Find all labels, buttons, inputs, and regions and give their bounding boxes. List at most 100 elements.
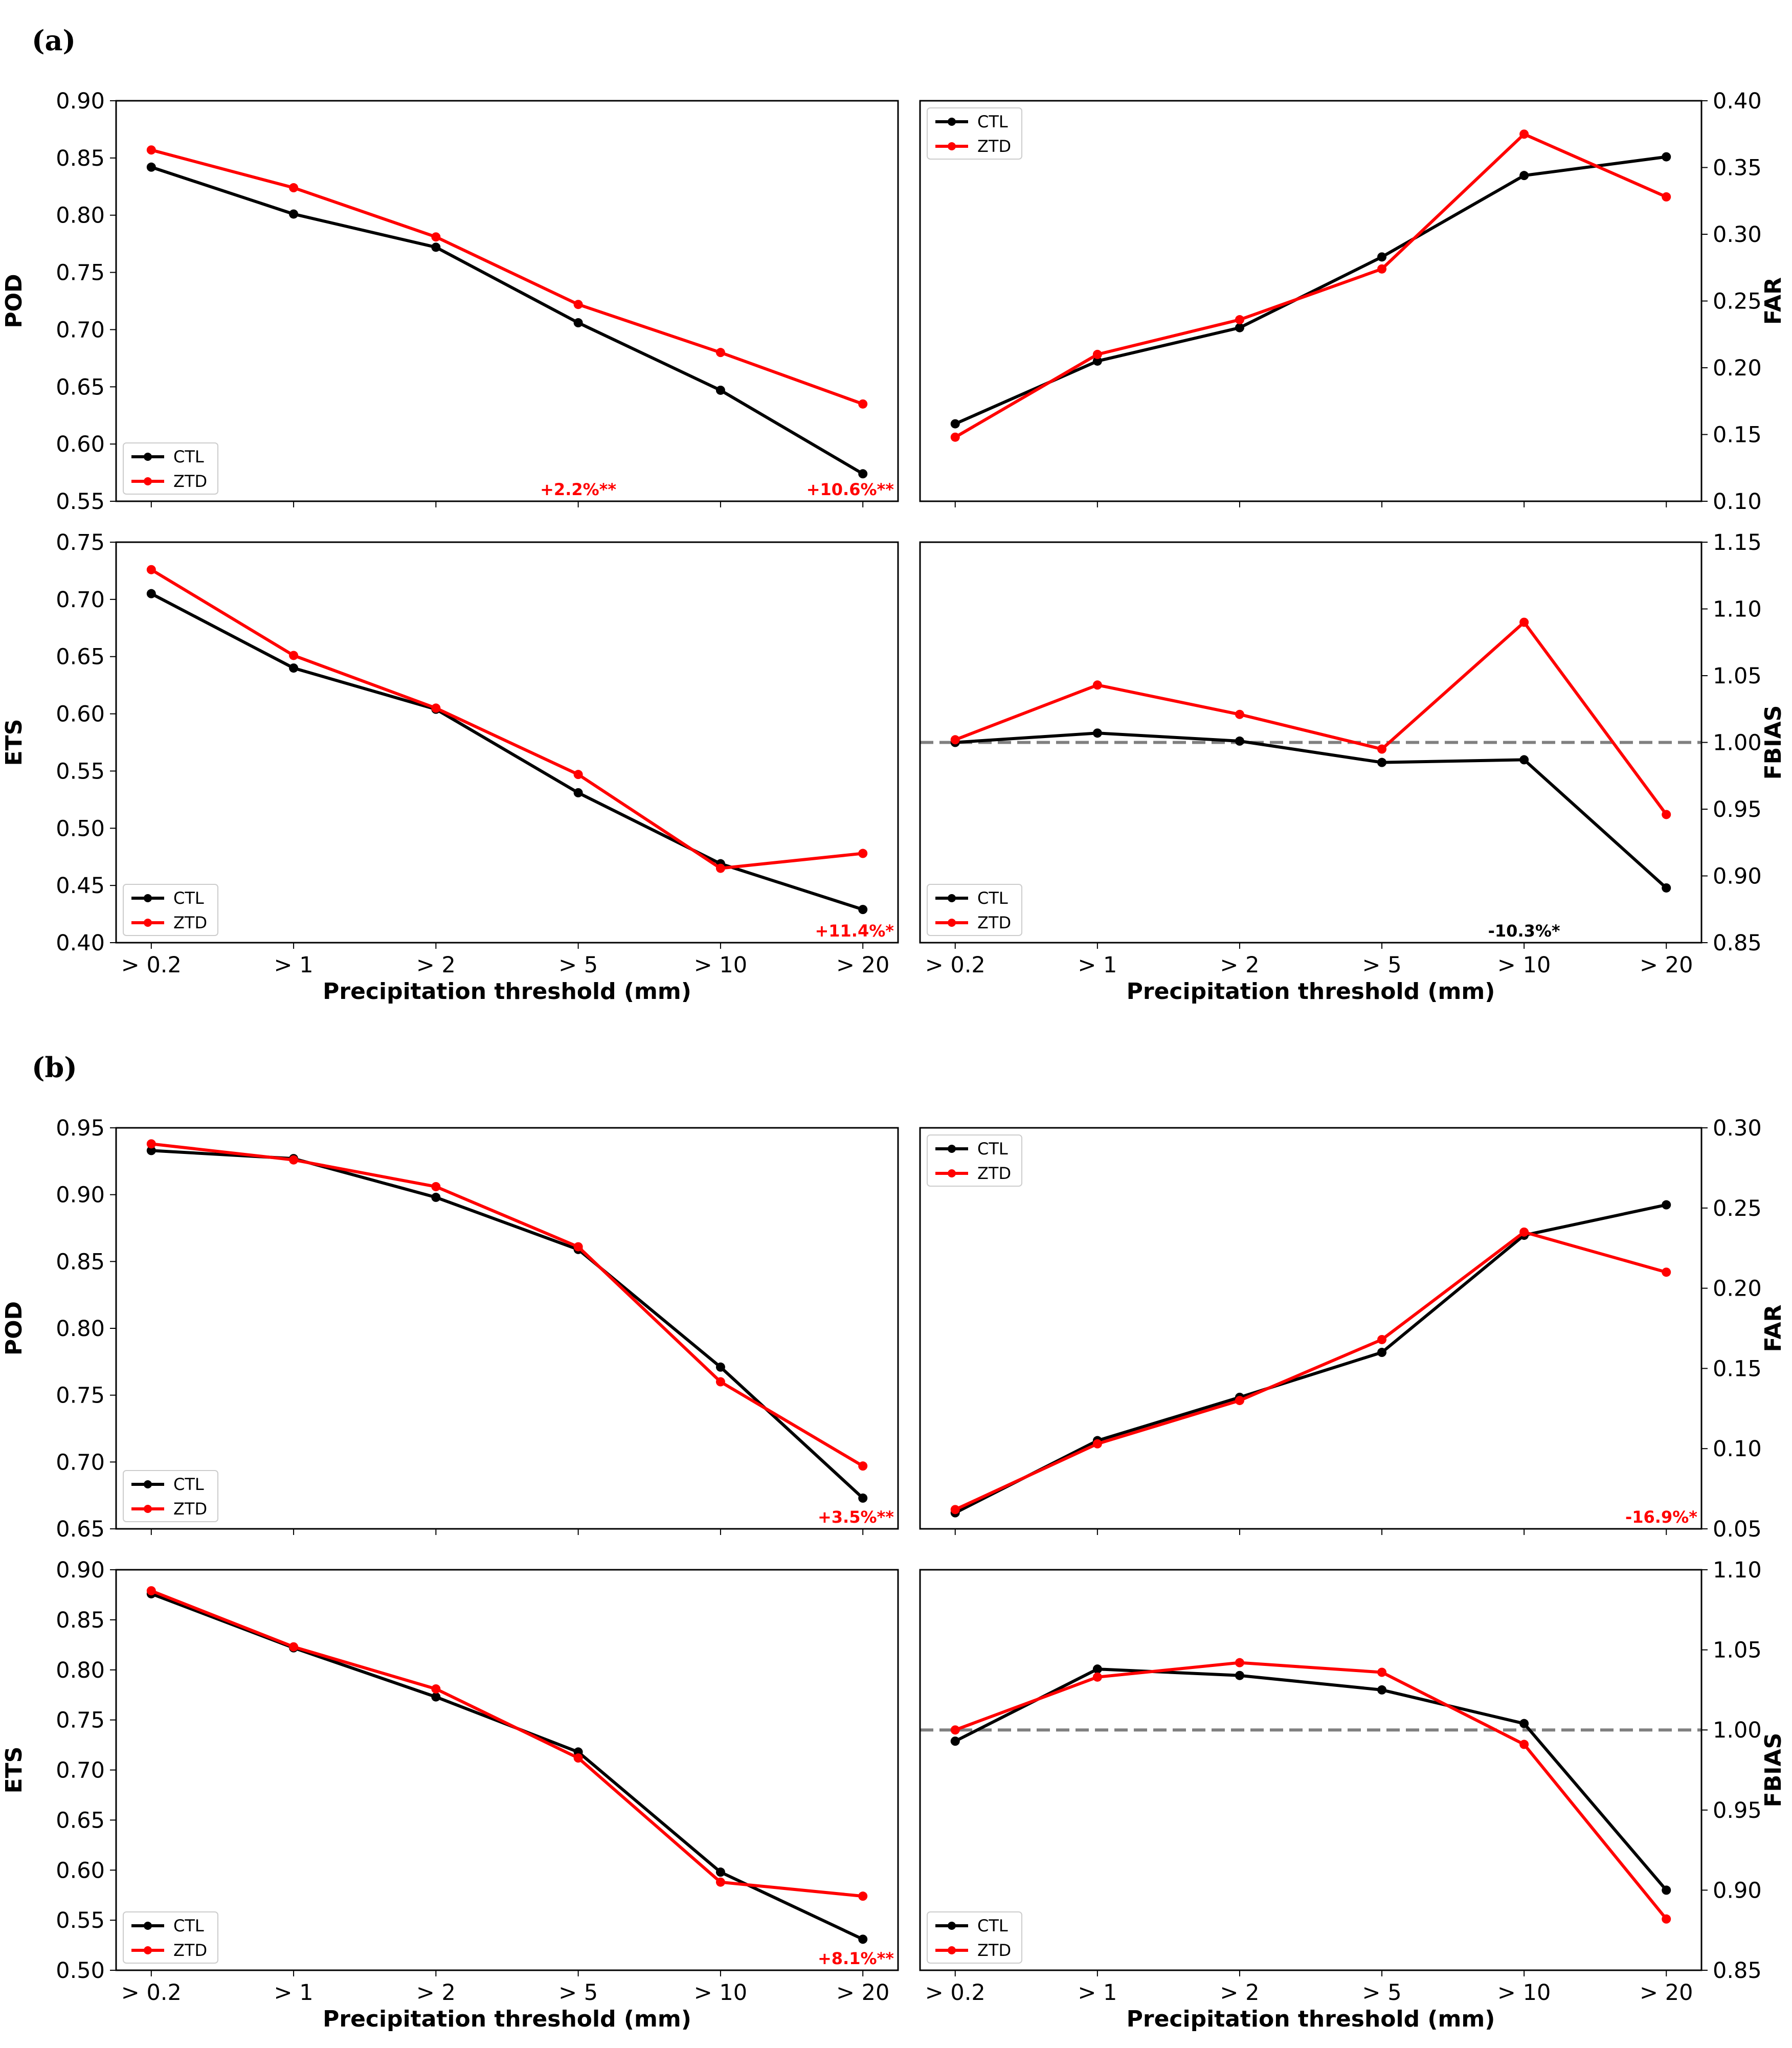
y-tick-label: 0.75: [56, 1708, 105, 1733]
data-point-ctl: [1235, 1671, 1244, 1680]
data-point-ctl: [1235, 736, 1244, 746]
series-line-ztd: [151, 1142, 864, 1467]
y-tick-label: 0.10: [1713, 1436, 1762, 1462]
y-tick-label: 0.70: [56, 587, 105, 613]
legend: CTL ZTD: [927, 1134, 1022, 1187]
legend-marker-ctl: [948, 1145, 956, 1153]
x-tick-label: > 5: [558, 1980, 598, 2006]
legend-marker-ctl: [144, 1922, 152, 1930]
y-axis-label: POD: [1, 274, 27, 328]
data-point-ztd: [715, 348, 725, 358]
series-line-ctl: [150, 592, 864, 911]
x-tick-label: > 5: [558, 952, 598, 978]
data-point-ztd: [289, 1155, 299, 1165]
series-line-ctl: [954, 1203, 1667, 1515]
chart-b-far: 0.05 0.10 0.15 0.20 0.25 0.30 FAR -16.9%* CTL ZTD: [919, 1116, 1786, 1542]
data-point-ztd: [573, 300, 583, 309]
y-tick-label: 0.55: [56, 759, 105, 784]
y-tick-label: 0.25: [1713, 1196, 1762, 1221]
data-point-ctl: [573, 788, 583, 797]
legend-label-ctl: CTL: [977, 888, 1008, 908]
data-point-ztd: [1662, 1914, 1671, 1924]
x-tick-label: > 10: [1497, 952, 1551, 978]
y-tick-label: 0.25: [1713, 289, 1762, 315]
y-tick-label: 0.10: [1713, 489, 1762, 515]
data-point-ztd: [1092, 349, 1102, 359]
legend-marker-ztd: [144, 1946, 152, 1954]
legend-label-ctl: CTL: [173, 447, 204, 466]
data-point-ctl: [858, 905, 868, 915]
y-tick-label: 0.40: [1713, 88, 1762, 114]
y-tick-label: 1.05: [1713, 1638, 1762, 1663]
y-tick-label: 0.45: [56, 873, 105, 899]
data-point-ctl: [146, 1146, 156, 1155]
series-line-ztd: [954, 132, 1667, 439]
legend-marker-ztd: [144, 919, 152, 927]
data-point-ctl: [858, 1934, 868, 1944]
y-tick-label: 1.00: [1713, 1718, 1762, 1743]
data-point-ztd: [858, 1461, 868, 1471]
data-point-ztd: [715, 1877, 725, 1887]
data-point-ztd: [1662, 192, 1671, 202]
y-tick-label: 0.80: [56, 1658, 105, 1683]
legend-label-ctl: CTL: [173, 1916, 204, 1935]
legend-label-ztd: ZTD: [173, 1941, 207, 1960]
legend: CTL ZTD: [123, 884, 218, 936]
data-point-ctl: [1092, 728, 1102, 738]
legend-label-ctl: CTL: [977, 112, 1008, 131]
legend: CTL ZTD: [927, 1911, 1022, 1964]
y-tick-label: 1.10: [1713, 597, 1762, 622]
y-axis-label: FBIAS: [1760, 705, 1786, 780]
y-tick-label: 0.40: [56, 930, 105, 956]
y-tick-label: 0.60: [56, 432, 105, 457]
series-line-ctl: [954, 1667, 1668, 1891]
chart-a-ets: 0.40 0.45 0.50 0.55 0.60 0.65 0.70 0.75 ETS > 0.2…: [1, 530, 899, 1005]
y-tick-label: 0.85: [56, 1608, 105, 1633]
data-point-ztd: [146, 145, 156, 155]
series-line-ctl: [955, 731, 1668, 889]
data-point-ctl: [1519, 755, 1529, 765]
data-point-ztd: [289, 651, 299, 660]
y-tick-label: 0.65: [56, 374, 105, 400]
legend-label-ztd: ZTD: [977, 1941, 1011, 1960]
data-point-ztd: [1662, 810, 1671, 819]
data-point-ztd: [1235, 1658, 1244, 1667]
significance-annotation: +11.4%*: [815, 921, 894, 941]
x-tick-label: > 5: [1362, 1980, 1402, 2006]
legend-marker-ztd: [948, 1169, 956, 1177]
series-line-ctl: [150, 1592, 864, 1941]
y-axis-label: FBIAS: [1760, 1733, 1786, 1808]
x-tick-label: > 10: [694, 1980, 747, 2006]
data-point-ztd: [1377, 1334, 1387, 1344]
y-tick-label: 0.75: [56, 530, 105, 555]
y-tick-label: 0.70: [56, 317, 105, 343]
data-point-ztd: [950, 432, 960, 442]
plot-frame: [115, 1569, 899, 1971]
legend-marker-ztd: [144, 477, 152, 485]
y-tick-label: 0.75: [56, 260, 105, 286]
data-point-ztd: [1377, 264, 1387, 274]
significance-annotation: +10.6%**: [807, 480, 894, 499]
x-tick-label: > 0.2: [121, 952, 182, 978]
data-point-ctl: [431, 242, 441, 252]
y-tick-label: 0.65: [56, 644, 105, 670]
data-point-ztd: [950, 1725, 960, 1735]
data-point-ztd: [1662, 1267, 1671, 1277]
x-tick-label: > 2: [1220, 952, 1259, 978]
y-tick-label: 0.90: [1713, 1878, 1762, 1903]
plot-frame: [919, 1127, 1703, 1530]
chart-b-ets: 0.50 0.55 0.60 0.65 0.70 0.75 0.80 0.85 0.90 ETS >…: [1, 1557, 899, 2032]
data-point-ztd: [573, 770, 583, 780]
y-tick-label: 0.65: [56, 1517, 105, 1542]
y-tick-label: 0.15: [1713, 1356, 1762, 1382]
data-point-ctl: [858, 1493, 868, 1503]
data-point-ztd: [950, 735, 960, 745]
y-tick-label: 0.60: [56, 702, 105, 727]
legend: CTL ZTD: [123, 1911, 218, 1964]
data-point-ctl: [715, 385, 725, 395]
y-tick-label: 0.35: [1713, 155, 1762, 181]
series-line-ztd: [151, 148, 864, 406]
chart-b-pod: 0.65 0.70 0.75 0.80 0.85 0.90 0.95 POD +3.5%** CT…: [1, 1116, 899, 1542]
legend-marker-ztd: [144, 1505, 152, 1513]
x-tick-label: > 1: [274, 952, 313, 978]
